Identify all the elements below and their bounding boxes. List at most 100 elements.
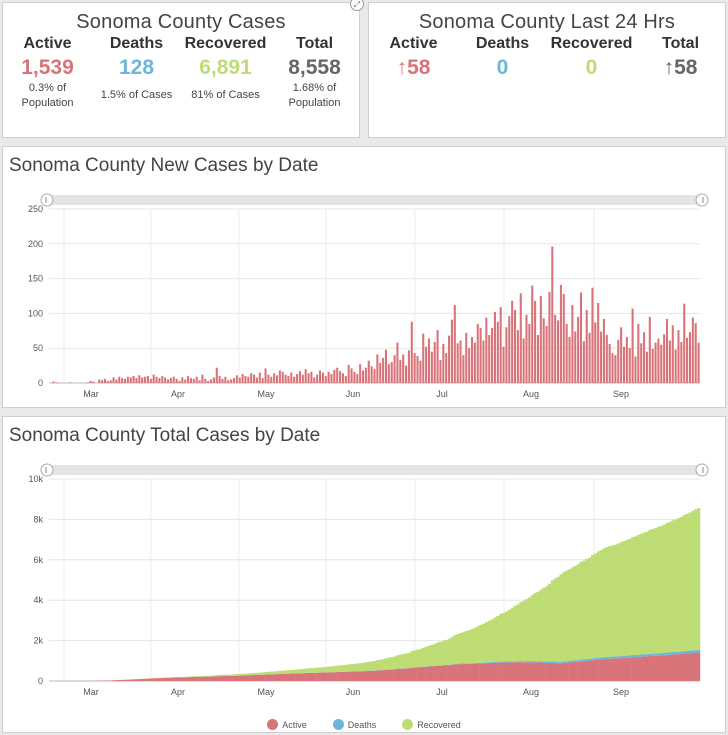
new-cases-bar [591, 287, 594, 383]
active-bar [335, 672, 339, 681]
active-bar [642, 656, 646, 681]
active-bar [565, 662, 569, 681]
active-bar [654, 655, 658, 681]
active-bar [433, 666, 437, 681]
new-cases-bar [356, 373, 359, 383]
legend-item-active[interactable]: Active [267, 719, 307, 730]
new-cases-bar [341, 373, 344, 383]
new-cases-bar [468, 348, 471, 383]
stat-sub: 0.3% of [28, 82, 67, 94]
active-bar [470, 663, 474, 681]
deaths-bar [599, 657, 603, 660]
recovered-bar [582, 560, 586, 660]
recovered-bar [335, 665, 339, 672]
deaths-bar [470, 663, 474, 664]
active-bar [209, 676, 213, 681]
recovered-bar [221, 674, 225, 677]
new-cases-bar [184, 379, 187, 383]
recovered-bar [562, 572, 566, 662]
active-bar [570, 662, 575, 681]
deaths-bar [545, 661, 549, 663]
deaths-bar [593, 658, 597, 660]
new-cases-bar [413, 353, 416, 383]
new-cases-bar [453, 305, 456, 383]
new-cases-bar [663, 334, 666, 383]
active-bar [516, 662, 520, 681]
recovered-bar [281, 670, 285, 674]
recovered-bar [439, 641, 443, 666]
recovered-bar [350, 664, 354, 672]
deaths-bar [645, 654, 649, 657]
recovered-bar [662, 524, 666, 653]
active-bar [691, 652, 695, 681]
recovered-bar [628, 539, 632, 656]
recovered-bar [321, 667, 325, 673]
new-cases-bar [281, 371, 284, 383]
new-cases-bar [92, 381, 95, 383]
active-bar [556, 663, 560, 681]
active-bar [530, 662, 534, 681]
deaths-bar [519, 661, 523, 663]
active-bar [226, 675, 230, 681]
recovered-bar [332, 666, 336, 673]
y-tick-label: 0 [38, 378, 43, 388]
active-bar [244, 675, 248, 681]
recovered-bar [292, 669, 296, 674]
new-cases-bar [261, 378, 264, 383]
new-cases-bar [181, 377, 184, 383]
new-cases-bar [55, 382, 58, 383]
x-tick-label: Jul [436, 687, 448, 697]
new-cases-bar [651, 348, 654, 383]
new-cases-bar [195, 376, 198, 383]
active-bar [679, 653, 683, 681]
active-bar [631, 657, 635, 681]
new-cases-bar [605, 334, 608, 383]
recovered-bar [611, 545, 615, 657]
new-cases-chart: 0 50 100 150 200 250 Mar Apr May Jun Jul Aug Sep [28, 193, 709, 399]
y-tick-label: 100 [28, 308, 43, 318]
recovered-bar [186, 676, 190, 678]
recovered-bar [361, 662, 365, 672]
recovered-bar [275, 671, 279, 675]
new-cases-bar [688, 332, 691, 383]
new-cases-bar [665, 318, 669, 383]
recovered-bar [312, 667, 316, 673]
deaths-bar [659, 653, 663, 656]
new-cases-bar [118, 376, 121, 383]
new-cases-bar [175, 378, 178, 383]
deaths-bar [648, 653, 652, 657]
legend-item-deaths[interactable]: Deaths [332, 719, 376, 730]
recovered-bar [470, 628, 474, 664]
new-cases-bar [528, 323, 531, 383]
deaths-bar [496, 661, 500, 663]
y-tick-label: 4k [33, 595, 43, 605]
active-bar [307, 672, 311, 681]
recovered-bar [556, 576, 560, 662]
recovered-bar [370, 661, 374, 671]
new-cases-bar [482, 340, 485, 383]
recovered-bar [519, 602, 523, 662]
new-cases-bar [353, 371, 356, 383]
active-bar [200, 676, 205, 681]
deaths-bar [619, 655, 623, 659]
active-bar [688, 653, 692, 681]
new-cases-bar [316, 374, 319, 383]
active-bar [137, 679, 141, 681]
new-cases-bar [123, 378, 127, 383]
active-bar [330, 672, 334, 681]
active-bar [135, 679, 139, 681]
deaths-bar [697, 649, 701, 653]
active-bar [573, 662, 577, 681]
stat-value: 6,891 [199, 56, 252, 79]
recovered-bar [573, 565, 577, 661]
recovered-bar [593, 553, 597, 659]
x-tick-label: May [257, 389, 275, 399]
new-cases-bar [416, 355, 419, 383]
recovered-bar [441, 640, 445, 666]
recovered-bar [355, 663, 359, 672]
new-cases-bar [622, 346, 626, 383]
new-cases-bar [144, 376, 147, 383]
expand-icon[interactable]: ⤢ [350, 0, 364, 11]
legend-item-recovered[interactable]: Recovered [402, 719, 461, 730]
recovered-bar [639, 533, 643, 655]
